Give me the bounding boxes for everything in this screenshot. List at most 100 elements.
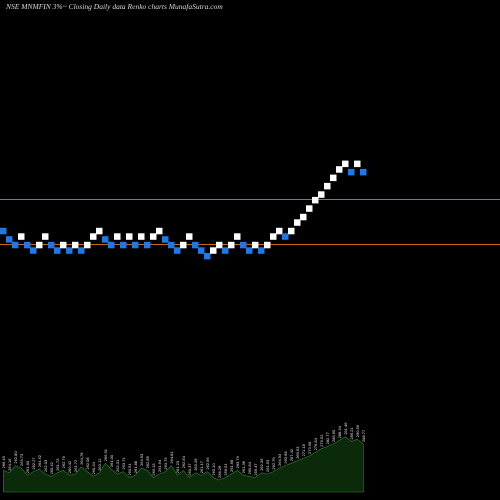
renko-brick [198, 247, 205, 254]
volume-label: 261.53 [265, 459, 270, 472]
volume-label: 260.42 [49, 461, 54, 474]
renko-brick [42, 233, 49, 240]
volume-area [3, 436, 364, 493]
volume-label: 264.16 [7, 458, 12, 471]
volume-label: 264.81 [169, 451, 174, 464]
volume-label: 261.23 [175, 460, 180, 473]
renko-brick [0, 227, 7, 235]
volume-label: 262.80 [13, 451, 18, 464]
volume-label: 263.71 [121, 457, 126, 470]
renko-brick [330, 174, 337, 182]
renko-brick [90, 233, 97, 240]
volume-label: 259.51 [223, 463, 228, 476]
renko-brick [66, 247, 73, 254]
volume-label: 266.43 [1, 455, 6, 468]
renko-brick [78, 247, 85, 254]
volume-label: 279.52 [319, 434, 324, 447]
renko-brick [60, 241, 67, 249]
volume-label: 260.10 [211, 463, 216, 476]
reference-lines [0, 199, 500, 245]
renko-brick [144, 241, 151, 249]
volume-label: 262.27 [31, 457, 36, 470]
volume-label: 273.58 [307, 441, 312, 454]
volume-label: 263.79 [235, 455, 240, 468]
volume-label: 261.94 [157, 459, 162, 472]
volume-label: 290.56 [355, 424, 360, 437]
renko-brick [300, 213, 307, 221]
volume-label: 288.34 [337, 425, 342, 438]
chart-title: NSE MNMFIN 3%~ Closing Daily data Renko … [5, 2, 223, 11]
volume-label: 263.76 [163, 457, 168, 470]
renko-brick [336, 166, 343, 173]
renko-brick [96, 227, 103, 235]
volume-label: 261.72 [73, 459, 78, 472]
renko-brick [360, 168, 367, 176]
volume-label: 263.73 [19, 453, 24, 466]
volume-label: 262.08 [85, 457, 90, 470]
volume-label: 262.79 [61, 455, 66, 468]
volume-label: 262.84 [181, 455, 186, 468]
renko-brick [162, 236, 169, 243]
renko-brick [252, 241, 259, 249]
volume-label: 262.85 [145, 455, 150, 468]
volume-label: 262.79 [271, 457, 276, 470]
renko-brick [138, 233, 145, 240]
volume-label: 271.18 [301, 443, 306, 456]
renko-brick [12, 241, 19, 249]
volume-label: 266.91 [103, 448, 108, 461]
renko-brick [312, 196, 319, 204]
volume-label: 263.28 [193, 458, 198, 471]
renko-brick [48, 241, 55, 249]
renko-brick [18, 233, 25, 240]
renko-brick [276, 227, 283, 235]
renko-brick [174, 247, 181, 254]
renko-brick [270, 233, 277, 240]
volume-label: 261.90 [25, 460, 30, 473]
renko-brick [216, 241, 223, 249]
renko-brick [108, 241, 115, 249]
renko-brick [246, 247, 253, 254]
renko-brick [342, 160, 349, 168]
volume-label: 262.31 [115, 459, 120, 472]
renko-brick [102, 236, 109, 243]
volume-label: 262.39 [259, 458, 264, 471]
renko-brick [222, 247, 229, 254]
renko-brick [84, 241, 91, 249]
volume-label: 264.93 [277, 453, 282, 466]
volume-label: 285.60 [331, 429, 336, 442]
renko-brick [354, 160, 361, 168]
renko-brick [24, 241, 31, 249]
volume-label: 264.52 [37, 454, 42, 467]
volume-label: 264.93 [139, 453, 144, 466]
volume-label: 260.42 [67, 460, 72, 473]
volume-label: 259.47 [253, 463, 258, 476]
renko-brick [264, 241, 271, 249]
volume-label: 260.84 [247, 461, 252, 474]
volume-label: 289.21 [349, 427, 354, 440]
renko-brick [234, 233, 241, 240]
renko-brick [186, 233, 193, 240]
renko-brick [258, 247, 265, 254]
renko-brick [240, 241, 247, 249]
renko-brick [306, 205, 313, 212]
renko-brick [6, 236, 13, 243]
renko-brick [54, 247, 61, 254]
volume-label: 261.73 [55, 458, 60, 471]
volume-label: 288.77 [361, 429, 366, 442]
renko-brick [318, 191, 325, 198]
volume-label: 264.00 [109, 454, 114, 467]
volume-label: 260.15 [151, 463, 156, 476]
volume-label: 262.03 [43, 459, 48, 472]
renko-brick [132, 241, 139, 249]
renko-brick [30, 247, 37, 254]
volume-label: 261.98 [229, 459, 234, 472]
volume-label: 291.46 [343, 422, 348, 435]
volume-label: 264.78 [79, 452, 84, 465]
renko-brick [288, 227, 295, 235]
renko-brick [72, 241, 79, 249]
renko-brick [204, 252, 211, 260]
renko-brick [114, 233, 121, 240]
renko-brick [228, 241, 235, 249]
renko-brick [120, 241, 127, 249]
